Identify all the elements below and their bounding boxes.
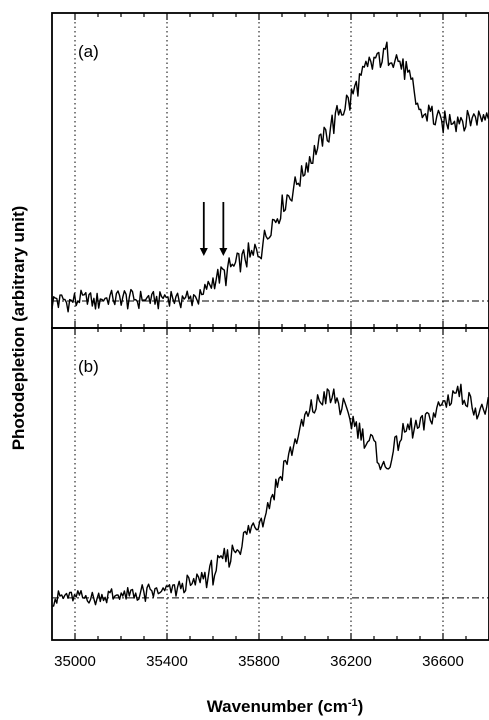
- x-axis-title-main: Wavenumber (cm: [207, 697, 348, 716]
- x-tick-label-2: 35800: [238, 653, 280, 670]
- y-axis-title: Photodepletion (arbitrary unit): [9, 206, 28, 451]
- annotation-arrow-1: [219, 202, 228, 256]
- panel-label: (a): [78, 42, 99, 61]
- annotation-arrow-0: [199, 202, 208, 256]
- x-axis: 35000 35400 35800 36200 36600: [54, 653, 464, 670]
- panel-label: (b): [78, 357, 99, 376]
- panel-a: (a): [51, 12, 489, 329]
- series-line-0: [52, 383, 489, 607]
- x-axis-title-sup: -1: [348, 697, 358, 709]
- x-tick-label-3: 36200: [330, 653, 372, 670]
- x-axis-title: Wavenumber (cm-1): [207, 697, 364, 716]
- x-axis-title-end: ): [358, 697, 364, 716]
- x-tick-label-1: 35400: [146, 653, 188, 670]
- series-line-0: [51, 41, 489, 313]
- panel-frame: [51, 327, 489, 641]
- panel-b: (b): [51, 327, 489, 641]
- x-tick-label-0: 35000: [54, 653, 96, 670]
- panel-frame: [51, 12, 489, 329]
- x-tick-label-4: 36600: [422, 653, 464, 670]
